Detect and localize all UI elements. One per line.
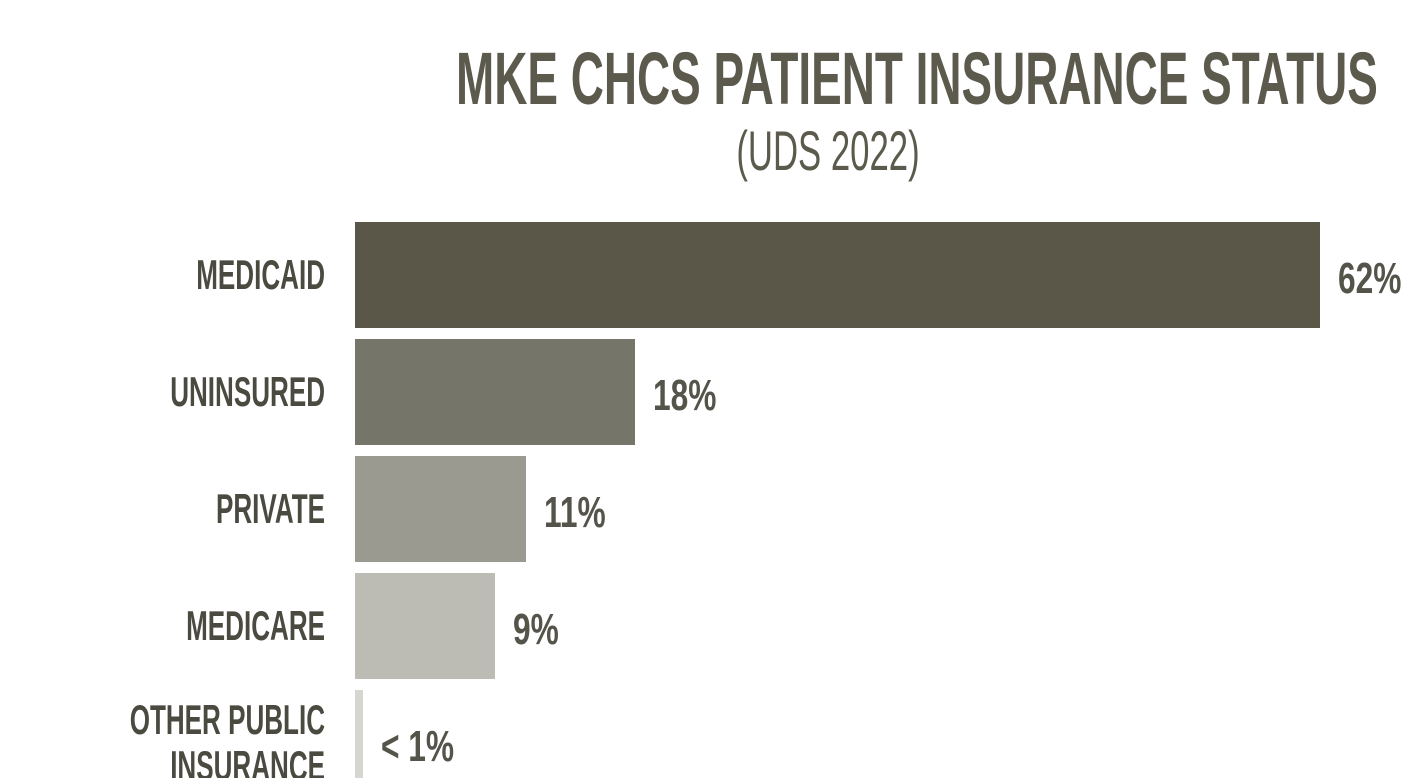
value-label: 62% <box>1338 254 1402 303</box>
value-label: < 1% <box>380 722 454 771</box>
chart-subtitle: (UDS 2022) <box>736 119 920 182</box>
category-label: OTHER PUBLIC INSURANCE <box>129 696 325 778</box>
category-label: MEDICARE <box>186 602 325 649</box>
chart-title: MKE CHCS PATIENT INSURANCE STATUS <box>456 37 1378 120</box>
category-label: PRIVATE <box>216 485 325 532</box>
bar <box>355 573 496 679</box>
bar <box>355 222 1320 328</box>
bar <box>355 690 363 778</box>
value-label: 9% <box>513 605 559 654</box>
value-label: 11% <box>544 488 606 537</box>
value-label: 18% <box>653 371 717 420</box>
category-label: MEDICAID <box>196 251 325 298</box>
bar <box>355 339 636 445</box>
bar <box>355 456 527 562</box>
category-label: UNINSURED <box>170 368 325 415</box>
